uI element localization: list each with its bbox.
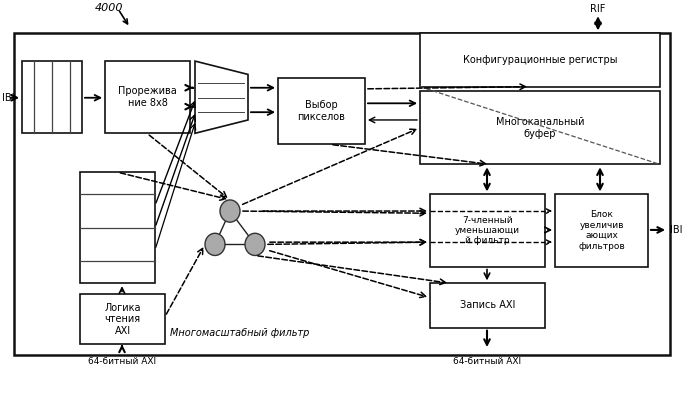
Bar [555, 194, 648, 267]
Text: Блок
увеличив
ающих
фильтров: Блок увеличив ающих фильтров [578, 210, 625, 251]
Bar [278, 78, 365, 144]
Bar [105, 61, 190, 133]
Text: IBI: IBI [670, 225, 682, 235]
Polygon shape [195, 61, 248, 133]
Bar [80, 172, 155, 283]
Text: Прорежива
ние 8х8: Прорежива ние 8х8 [118, 86, 177, 108]
Text: 64-битный АХI: 64-битный АХI [88, 356, 156, 365]
Text: Запись АХI: Запись АХI [460, 300, 515, 310]
Text: 64-битный АХI: 64-битный АХI [453, 356, 521, 365]
Bar [420, 33, 660, 87]
Circle shape [205, 233, 225, 256]
Circle shape [220, 200, 240, 222]
Circle shape [245, 233, 265, 256]
Bar [430, 194, 545, 267]
Bar [420, 91, 660, 164]
Text: Конфигурационные регистры: Конфигурационные регистры [463, 55, 617, 65]
Bar [80, 294, 165, 344]
Text: Выбор
пикселов: Выбор пикселов [298, 100, 345, 122]
Text: Многоканальный
буфер: Многоканальный буфер [496, 117, 584, 139]
Bar [22, 61, 82, 133]
Text: RIF: RIF [591, 4, 606, 14]
Text: IBI: IBI [2, 93, 15, 103]
Text: 7-членный
уменьшающи
й фильтр: 7-членный уменьшающи й фильтр [455, 216, 520, 245]
Text: Многомасштабный фильтр: Многомасштабный фильтр [171, 328, 310, 338]
Text: 4000: 4000 [95, 3, 124, 13]
Bar [430, 283, 545, 328]
Text: Логика
чтения
АХI: Логика чтения АХI [104, 303, 140, 336]
Bar [14, 33, 670, 356]
